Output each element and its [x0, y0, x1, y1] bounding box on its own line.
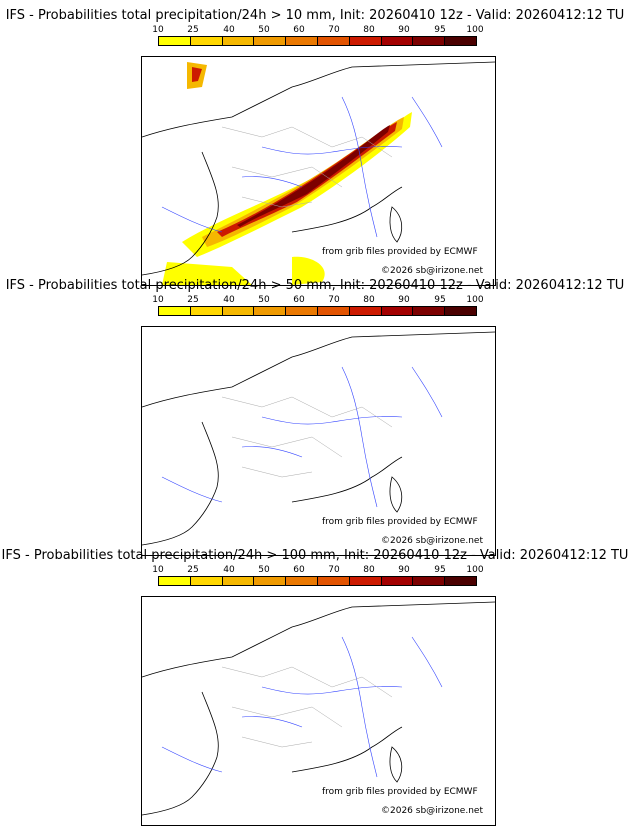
colorbar-swatch [222, 307, 255, 315]
colorbar-swatch [159, 577, 191, 585]
map-canvas [142, 61, 495, 285]
map-canvas [142, 601, 495, 816]
map-panel-100mm: IFS - Probabilities total precipitation/… [0, 548, 630, 826]
colorbar-swatch [190, 37, 223, 45]
colorbar-swatch [413, 577, 446, 585]
panel-title: IFS - Probabilities total precipitation/… [5, 278, 625, 293]
colorbar-swatch [413, 307, 446, 315]
copyright: ©2026 sb@irizone.net [381, 266, 483, 276]
colorbar-swatch [254, 577, 287, 585]
colorbar-swatch [190, 307, 223, 315]
colorbar-swatch [286, 577, 318, 585]
copyright: ©2026 sb@irizone.net [381, 806, 483, 816]
colorbar-labels: 10 25 40 50 60 70 80 90 95 100 [152, 295, 484, 305]
colorbar-labels: 10 25 40 50 60 70 80 90 95 100 [152, 25, 484, 35]
map-frame [141, 596, 496, 826]
colorbar-swatch [317, 307, 350, 315]
colorbar-swatch [254, 37, 287, 45]
colorbar [158, 576, 477, 586]
colorbar-swatch [190, 577, 223, 585]
colorbar-labels: 10 25 40 50 60 70 80 90 95 100 [152, 565, 484, 575]
colorbar-swatch [254, 307, 287, 315]
colorbar-swatch [349, 577, 382, 585]
colorbar-swatch [286, 37, 318, 45]
map-frame [141, 56, 496, 286]
colorbar-swatch [317, 37, 350, 45]
colorbar [158, 36, 477, 46]
copyright: ©2026 sb@irizone.net [381, 536, 483, 546]
map-panel-50mm: IFS - Probabilities total precipitation/… [0, 278, 630, 556]
colorbar-swatch [159, 307, 191, 315]
colorbar-swatch [413, 37, 446, 45]
colorbar-swatch [286, 307, 318, 315]
colorbar-swatch [445, 37, 476, 45]
colorbar-swatch [445, 307, 476, 315]
colorbar-swatch [349, 37, 382, 45]
map-panel-10mm: IFS - Probabilities total precipitation/… [0, 8, 630, 286]
colorbar-swatch [349, 307, 382, 315]
source-credit: from grib files provided by ECMWF [322, 787, 478, 797]
colorbar [158, 306, 477, 316]
source-credit: from grib files provided by ECMWF [322, 517, 478, 527]
colorbar-swatch [222, 577, 255, 585]
source-credit: from grib files provided by ECMWF [322, 247, 478, 257]
panel-title: IFS - Probabilities total precipitation/… [1, 548, 629, 563]
precip-swath [162, 62, 412, 285]
panel-title: IFS - Probabilities total precipitation/… [5, 8, 625, 23]
colorbar-swatch [159, 37, 191, 45]
map-canvas [142, 331, 495, 546]
map-frame [141, 326, 496, 556]
colorbar-swatch [222, 37, 255, 45]
colorbar-swatch [381, 37, 414, 45]
colorbar-swatch [381, 307, 414, 315]
colorbar-swatch [381, 577, 414, 585]
colorbar-swatch [445, 577, 476, 585]
colorbar-swatch [317, 577, 350, 585]
